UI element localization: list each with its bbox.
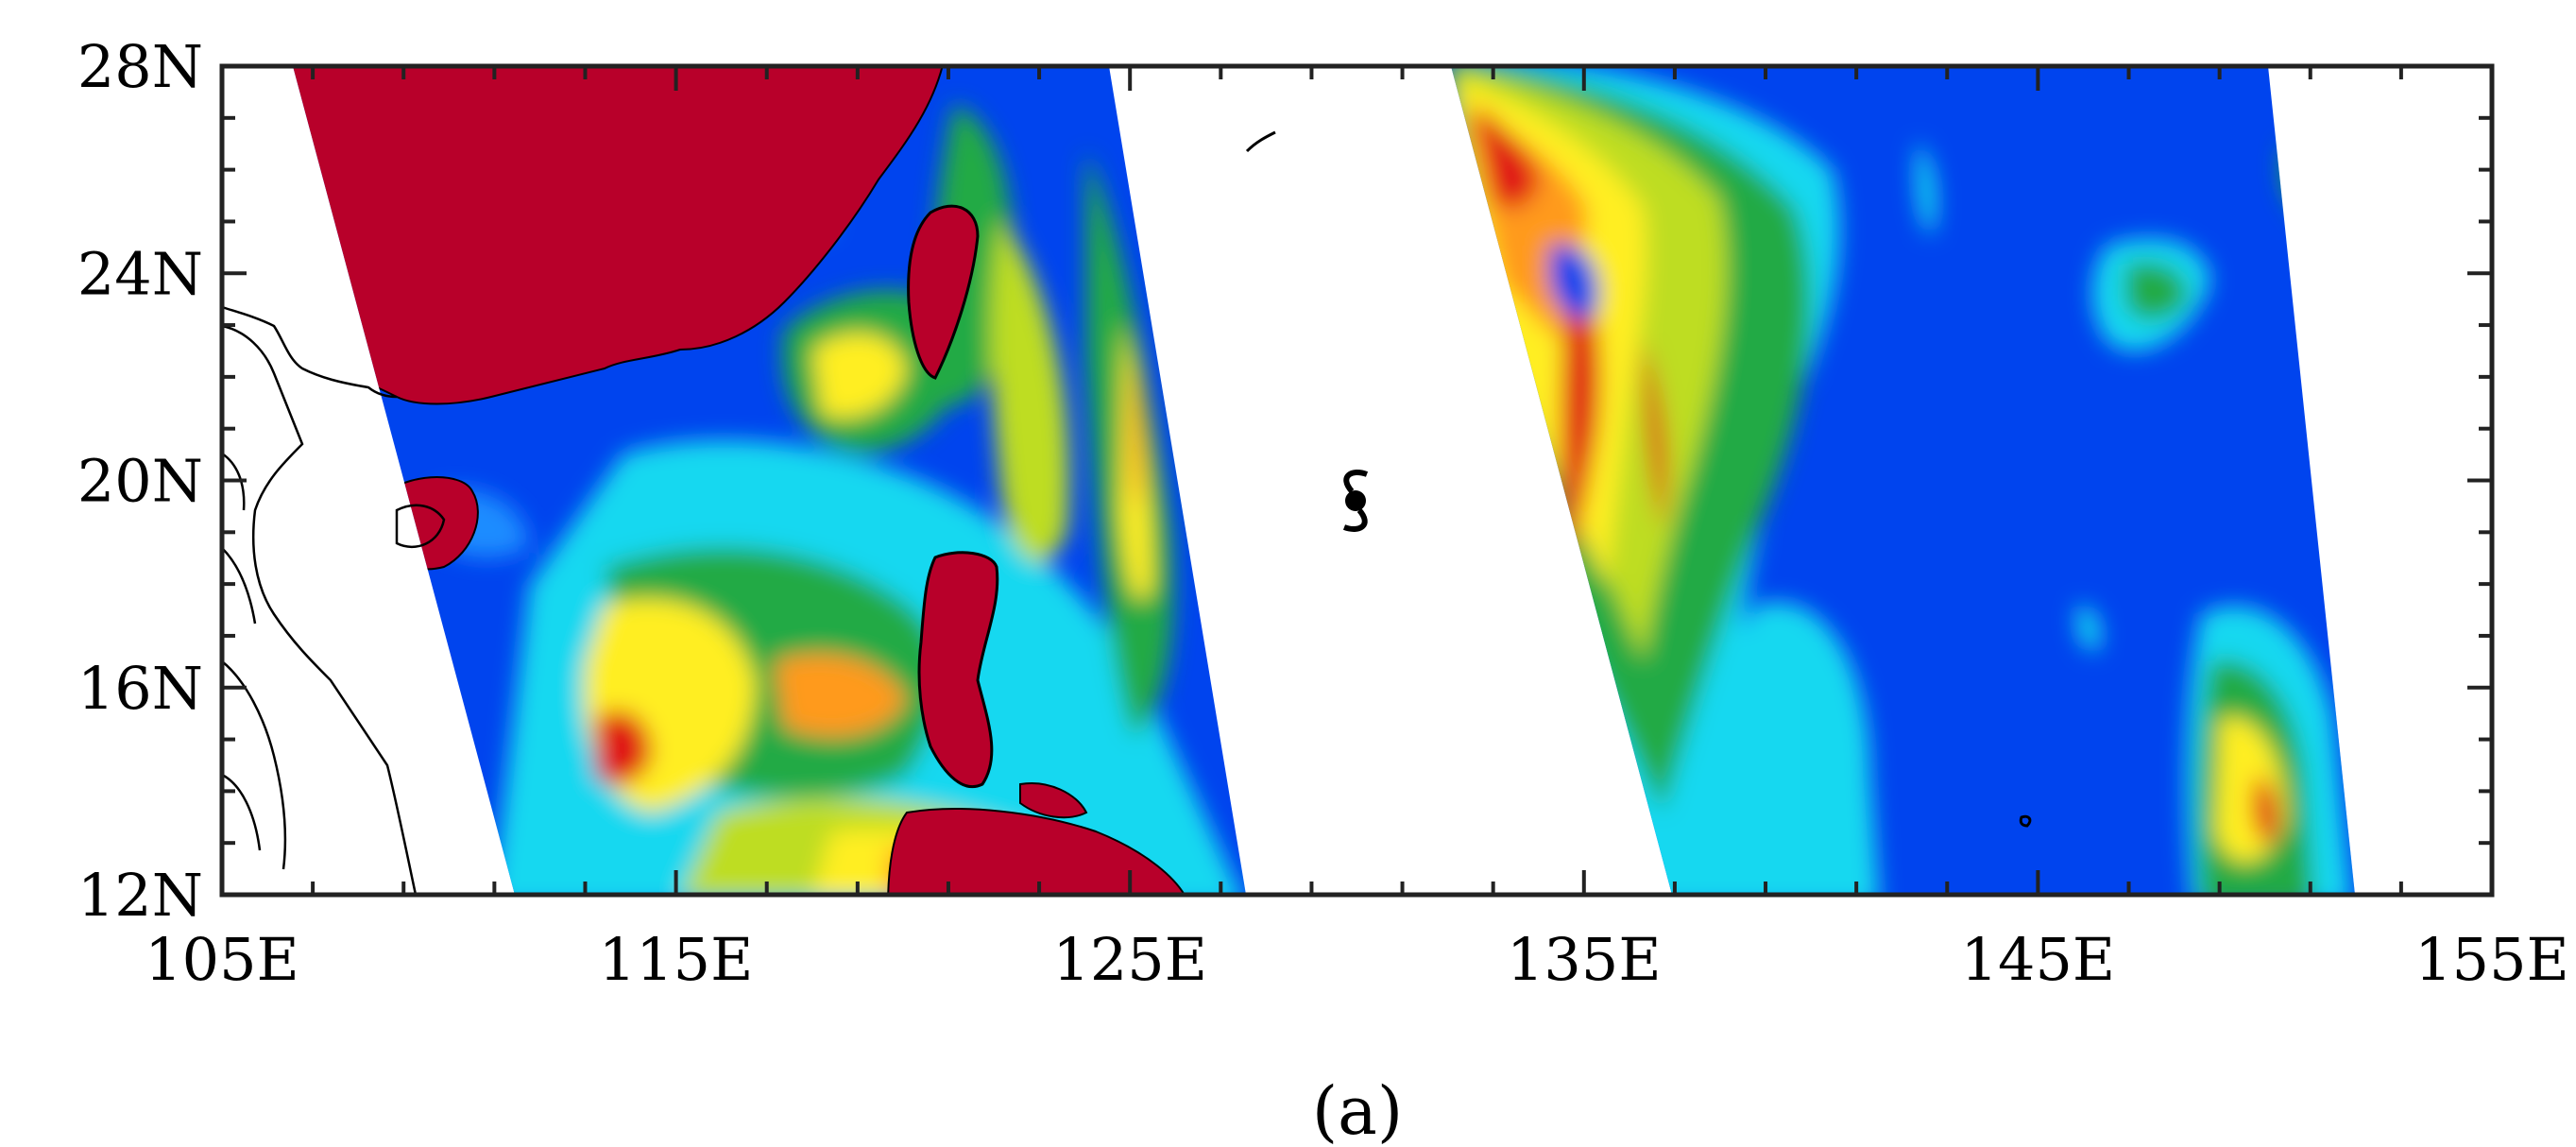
land-mask-visayas <box>886 808 1192 895</box>
land-mask-luzon <box>917 551 999 789</box>
land-mask-china <box>293 66 947 405</box>
axis-tick-labels: 105E 115E 125E 135E 145E 155E 28N 24N 20N 16N 12N <box>77 32 2569 994</box>
y-tick-label: 12N <box>77 861 203 930</box>
coastline-outside-swath <box>221 305 446 896</box>
x-tick-label: 125E <box>1052 925 1207 994</box>
x-tick-label: 105E <box>145 925 299 994</box>
y-tick-label: 16N <box>77 654 203 723</box>
x-tick-label: 135E <box>1507 925 1662 994</box>
y-tick-label: 24N <box>77 239 203 308</box>
panel-label: (a) <box>1312 1072 1403 1147</box>
swath-left <box>293 66 1246 895</box>
y-tick-label: 28N <box>77 32 203 101</box>
x-tick-label: 155E <box>2414 925 2569 994</box>
y-tick-label: 20N <box>77 447 203 516</box>
x-tick-label: 145E <box>1961 925 2116 994</box>
land-mask-taiwan <box>907 204 980 380</box>
x-tick-label: 115E <box>599 925 754 994</box>
typhoon-symbol-icon <box>1342 470 1369 532</box>
small-islands <box>1245 130 2032 828</box>
axis-ticks <box>220 64 2494 897</box>
